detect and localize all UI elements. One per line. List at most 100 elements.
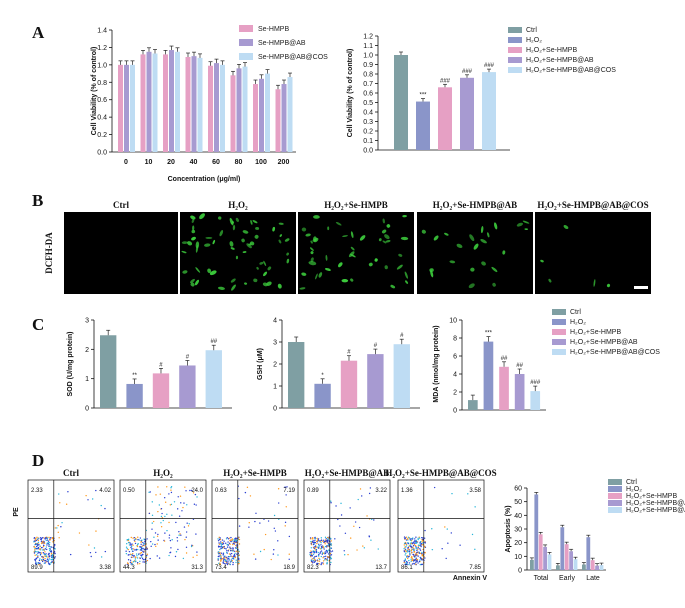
event-dot <box>37 556 39 559</box>
event-dot <box>254 558 257 560</box>
event-dot <box>326 556 329 558</box>
event-dot <box>445 557 447 560</box>
event-dot <box>228 558 230 560</box>
event-dot <box>157 539 159 541</box>
event-dot <box>274 530 277 532</box>
significance-label: ### <box>440 78 451 84</box>
event-dot <box>130 546 132 549</box>
event-dot <box>330 547 332 549</box>
microscopy-panel: DCFH-DA Ctrl H₂O₂ H₂O₂+Se-HMPB H₂O₂+Se-HMPB… <box>44 200 651 294</box>
event-dot <box>168 554 170 557</box>
event-dot <box>314 559 316 561</box>
event-dot <box>417 548 419 550</box>
event-dot <box>47 561 50 563</box>
a2-ylabel: Cell Viability (% of control) <box>347 49 354 138</box>
event-dot <box>311 553 313 555</box>
bar-0-4 <box>208 65 213 152</box>
event-dot <box>410 558 412 561</box>
event-dot <box>140 556 143 558</box>
event-dot <box>220 552 223 554</box>
event-dot <box>142 550 144 552</box>
event-dot <box>413 562 415 565</box>
event-dot <box>45 548 48 551</box>
q2-value: 7.19 <box>283 488 295 494</box>
fluorescent-cell <box>404 271 409 279</box>
fluorescent-cell <box>195 241 200 249</box>
event-dot <box>163 540 166 542</box>
event-dot <box>234 539 237 542</box>
fluorescent-cell <box>449 260 456 264</box>
event-dot <box>225 558 227 560</box>
d2-bar-2-0 <box>538 534 543 570</box>
event-dot <box>46 560 48 563</box>
significance-label: ### <box>462 69 473 75</box>
event-dot <box>151 522 153 524</box>
event-dot <box>190 489 193 492</box>
fluorescent-cell <box>384 234 390 240</box>
event-dot <box>234 555 236 557</box>
event-dot <box>330 554 333 556</box>
event-dot <box>151 501 153 503</box>
significance-label: # <box>347 350 351 356</box>
event-dot <box>218 553 220 555</box>
event-dot <box>35 539 38 542</box>
significance-label: ## <box>516 363 523 369</box>
event-dot <box>419 552 422 555</box>
event-dot <box>415 563 417 565</box>
legend-swatch <box>608 479 622 485</box>
event-dot <box>129 553 132 555</box>
significance-label: *** <box>419 93 427 99</box>
event-dot <box>244 491 247 494</box>
event-dot <box>185 546 188 548</box>
event-dot <box>310 554 313 556</box>
event-dot <box>34 549 36 551</box>
event-dot <box>324 552 327 555</box>
event-dot <box>220 560 222 562</box>
fluorescent-cell <box>277 283 282 289</box>
legend-swatch <box>608 493 622 499</box>
event-dot <box>232 547 234 549</box>
event-dot <box>310 551 313 553</box>
fluorescent-cell <box>310 257 314 262</box>
fluorescent-cell <box>279 234 283 237</box>
event-dot <box>53 544 56 546</box>
event-dot <box>193 503 196 505</box>
event-dot <box>408 550 411 552</box>
event-dot <box>194 493 197 496</box>
event-dot <box>415 546 418 549</box>
event-dot <box>412 547 415 550</box>
event-dot <box>410 542 412 545</box>
event-dot <box>322 552 325 554</box>
event-dot <box>227 560 229 562</box>
event-dot <box>327 553 330 555</box>
event-dot <box>217 539 220 542</box>
event-dot <box>417 538 419 541</box>
legend-swatch <box>552 349 566 355</box>
y-tick-label: 1.2 <box>363 34 373 41</box>
event-dot <box>57 531 59 534</box>
event-dot <box>49 539 52 541</box>
fluorescent-cell <box>230 278 236 283</box>
event-dot <box>326 561 328 564</box>
event-dot <box>132 544 134 546</box>
event-dot <box>322 562 324 564</box>
event-dot <box>217 538 219 540</box>
event-dot <box>148 491 150 494</box>
event-dot <box>144 548 146 550</box>
event-dot <box>133 536 136 539</box>
event-dot <box>156 555 158 557</box>
event-dot <box>126 543 128 545</box>
event-dot <box>44 551 46 553</box>
c2-ylabel: GSH (μM) <box>257 348 264 380</box>
event-dot <box>143 542 145 545</box>
row-label-dcfh: DCFH-DA <box>44 232 54 274</box>
bar-1-2 <box>169 50 174 152</box>
d2-bar-4-0 <box>547 554 552 570</box>
event-dot <box>42 557 44 559</box>
event-dot <box>154 543 156 546</box>
event-dot <box>142 544 144 546</box>
event-dot <box>225 538 228 540</box>
y-tick-label: 0.2 <box>363 129 373 136</box>
fluorescent-cell <box>318 272 323 278</box>
a2-bar-4 <box>482 72 496 150</box>
